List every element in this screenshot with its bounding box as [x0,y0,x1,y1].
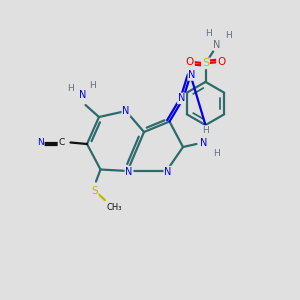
Text: N: N [164,167,172,177]
Text: S: S [202,58,209,68]
Text: H: H [67,84,74,93]
Text: C: C [58,138,64,147]
Text: N: N [122,106,130,116]
Text: N: N [213,40,220,50]
Text: H: H [205,29,212,38]
Text: H: H [225,31,232,40]
Text: N: N [79,89,86,100]
Text: H: H [202,126,209,135]
Text: O: O [217,57,225,67]
Text: CH₃: CH₃ [106,203,122,212]
Text: N: N [37,138,44,147]
Text: N: N [125,167,133,177]
Text: S: S [91,185,98,196]
Text: H: H [213,148,219,158]
Text: O: O [186,57,194,67]
Text: H: H [90,81,96,90]
Text: N: N [200,137,208,148]
Text: N: N [178,93,185,103]
Text: N: N [188,70,196,80]
